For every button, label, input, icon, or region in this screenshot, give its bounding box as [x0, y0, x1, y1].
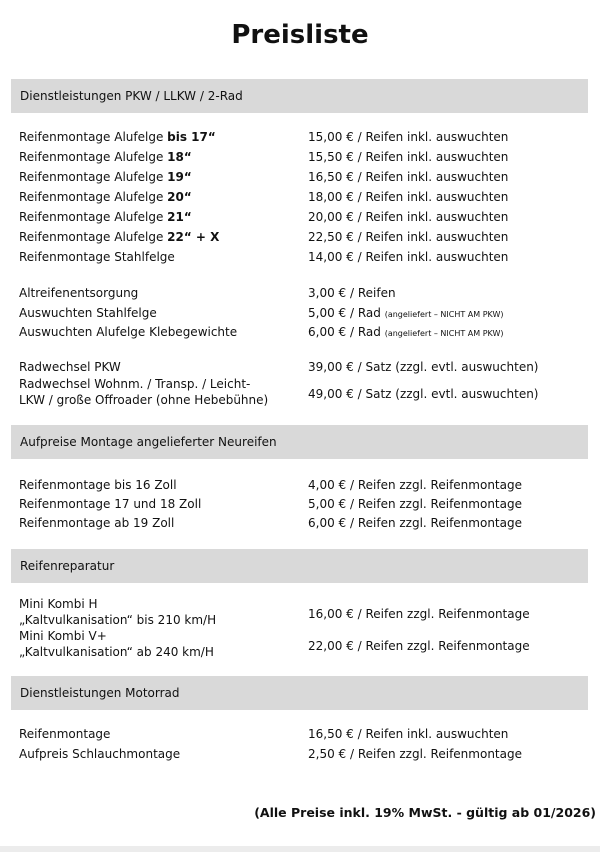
price: 4,00 € / Reifen zzgl. Reifenmontage [308, 478, 522, 492]
price: 20,00 € / Reifen inkl. auswuchten [308, 210, 509, 224]
service-label: Altreifenentsorgung [19, 286, 139, 300]
service-label: Reifenmontage 17 und 18 Zoll [19, 497, 202, 511]
price: 6,00 € / Rad (angeliefert – NICHT AM PKW… [308, 325, 504, 339]
page-bottom-edge [0, 846, 600, 852]
service-label: Reifenmontage Alufelge 18“ [19, 150, 192, 164]
price-row: Auswuchten Stahlfelge 5,00 € / Rad (angel… [19, 303, 589, 323]
price: 5,00 € / Rad (angeliefert – NICHT AM PKW… [308, 306, 504, 320]
service-label: Auswuchten Stahlfelge [19, 306, 157, 320]
section-header: Dienstleistungen PKW / LLKW / 2-Rad [11, 79, 588, 113]
price-footnote: (Alle Preise inkl. 19% MwSt. - gültig ab… [254, 805, 596, 820]
rim-size: 20“ [167, 190, 192, 204]
section-header: Dienstleistungen Motorrad [11, 676, 588, 710]
price: 16,50 € / Reifen inkl. auswuchten [308, 170, 509, 184]
price-row: Reifenmontage Alufelge 22“ + X 22,50 € / … [19, 227, 589, 247]
service-label: Aufpreis Schlauchmontage [19, 747, 181, 761]
price: 16,00 € / Reifen zzgl. Reifenmontage [308, 607, 530, 621]
price: 3,00 € / Reifen [308, 286, 396, 300]
price-row: Aufpreis Schlauchmontage 2,50 € / Reifen … [19, 744, 589, 764]
price-row: Radwechsel PKW 39,00 € / Satz (zzgl. evtl… [19, 357, 589, 377]
rim-size: bis 17“ [167, 130, 216, 144]
service-label: Reifenmontage [19, 727, 111, 741]
service-label: Auswuchten Alufelge Klebegewichte [19, 325, 238, 339]
price: 39,00 € / Satz (zzgl. evtl. auswuchten) [308, 360, 539, 374]
service-label: Reifenmontage Stahlfelge [19, 250, 175, 264]
price-row: Reifenmontage Stahlfelge 14,00 € / Reifen… [19, 247, 589, 267]
price-row: Reifenmontage ab 19 Zoll 6,00 € / Reifen … [19, 513, 589, 533]
rim-size: 19“ [167, 170, 192, 184]
service-label: Reifenmontage ab 19 Zoll [19, 516, 175, 530]
price-row: Auswuchten Alufelge Klebegewichte 6,00 € … [19, 322, 589, 342]
section-header: Reifenreparatur [11, 549, 588, 583]
price-note: (angeliefert – NICHT AM PKW) [384, 329, 504, 338]
price-note: (angeliefert – NICHT AM PKW) [384, 310, 504, 319]
price-row: Reifenmontage bis 16 Zoll 4,00 € / Reifen… [19, 475, 589, 495]
price-row: Reifenmontage Alufelge bis 17“ 15,00 € / … [19, 127, 589, 147]
service-label: Mini Kombi V+ „Kaltvulkanisation“ ab 240 … [19, 629, 214, 659]
service-label: Reifenmontage Alufelge 22“ + X [19, 230, 220, 244]
price-row: Reifenmontage 17 und 18 Zoll 5,00 € / Rei… [19, 494, 589, 514]
price-row: Reifenmontage Alufelge 18“ 15,50 € / Reif… [19, 147, 589, 167]
price-row: Reifenmontage Alufelge 21“ 20,00 € / Reif… [19, 207, 589, 227]
service-label: Reifenmontage Alufelge bis 17“ [19, 130, 216, 144]
service-label: Radwechsel Wohnm. / Transp. / Leicht- LKW… [19, 377, 269, 407]
price: 15,50 € / Reifen inkl. auswuchten [308, 150, 509, 164]
price-row: Reifenmontage Alufelge 20“ 18,00 € / Reif… [19, 187, 589, 207]
page-title: Preisliste [231, 20, 369, 50]
price-row: Altreifenentsorgung 3,00 € / Reifen [19, 283, 589, 303]
price-row: Reifenmontage 16,50 € / Reifen inkl. ausw… [19, 724, 589, 744]
service-label: Reifenmontage Alufelge 21“ [19, 210, 192, 224]
price: 16,50 € / Reifen inkl. auswuchten [308, 727, 509, 741]
rim-size: 21“ [167, 210, 192, 224]
price: 18,00 € / Reifen inkl. auswuchten [308, 190, 509, 204]
section-header: Aufpreise Montage angelieferter Neureife… [11, 425, 588, 459]
price: 5,00 € / Reifen zzgl. Reifenmontage [308, 497, 522, 511]
price-row: Mini Kombi H „Kaltvulkanisation“ bis 210 … [19, 596, 589, 630]
service-label: Reifenmontage Alufelge 19“ [19, 170, 192, 184]
rim-size: 22“ + X [167, 230, 220, 244]
price: 49,00 € / Satz (zzgl. evtl. auswuchten) [308, 387, 539, 401]
service-label: Radwechsel PKW [19, 360, 121, 374]
rim-size: 18“ [167, 150, 192, 164]
service-label: Reifenmontage bis 16 Zoll [19, 478, 177, 492]
price-row: Radwechsel Wohnm. / Transp. / Leicht- LKW… [19, 376, 589, 410]
price: 6,00 € / Reifen zzgl. Reifenmontage [308, 516, 522, 530]
price: 14,00 € / Reifen inkl. auswuchten [308, 250, 509, 264]
price-row: Mini Kombi V+ „Kaltvulkanisation“ ab 240 … [19, 628, 589, 662]
price: 15,00 € / Reifen inkl. auswuchten [308, 130, 509, 144]
price: 22,00 € / Reifen zzgl. Reifenmontage [308, 639, 530, 653]
service-label: Mini Kombi H „Kaltvulkanisation“ bis 210 … [19, 597, 217, 627]
price: 22,50 € / Reifen inkl. auswuchten [308, 230, 509, 244]
service-label: Reifenmontage Alufelge 20“ [19, 190, 192, 204]
price: 2,50 € / Reifen zzgl. Reifenmontage [308, 747, 522, 761]
price-row: Reifenmontage Alufelge 19“ 16,50 € / Reif… [19, 167, 589, 187]
